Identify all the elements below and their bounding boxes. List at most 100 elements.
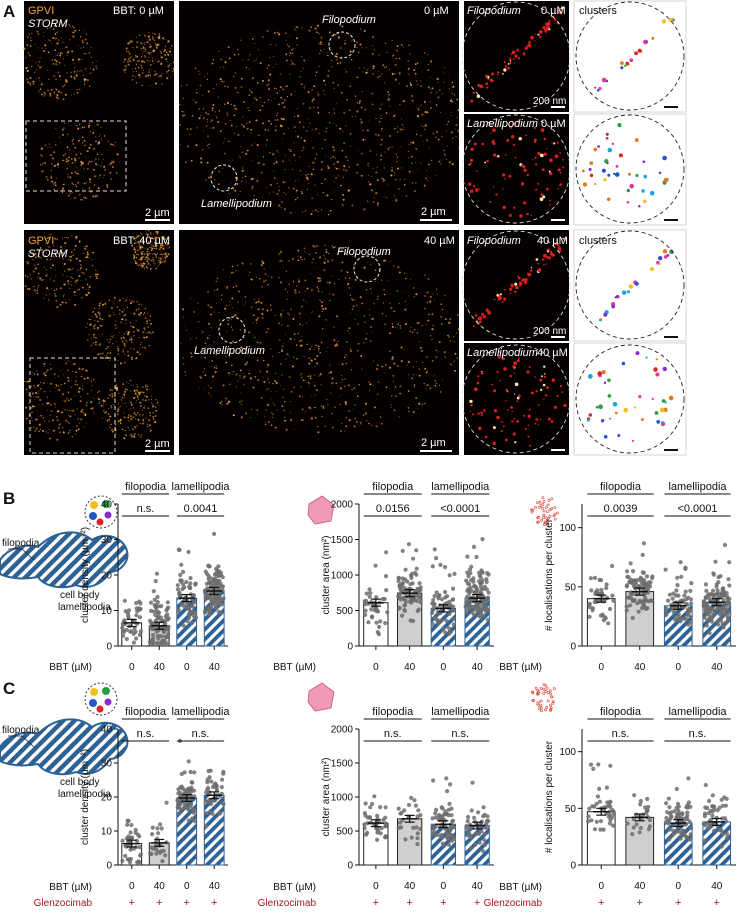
localisation-dot [135, 63, 138, 65]
localisation-dot [55, 275, 57, 277]
localisation-dot [67, 174, 69, 176]
localisation-dot [135, 235, 137, 237]
localisation-dot [117, 420, 120, 423]
localisation-dot [424, 367, 427, 370]
localisation-dot [327, 404, 329, 406]
localisation-dot [358, 150, 360, 152]
localisation-dot [253, 298, 256, 300]
localisation-dot [62, 258, 65, 260]
panel-letter-c: C [3, 679, 15, 698]
localisation-dot [336, 58, 338, 60]
localisation-dot [93, 307, 96, 309]
data-point [711, 608, 716, 613]
localisation-dot [241, 77, 243, 80]
localisation-dot [143, 34, 147, 37]
localisation-dot [33, 426, 35, 428]
localisation-dot [369, 390, 371, 392]
localisation-dot [64, 79, 68, 82]
localisation-dot [52, 62, 54, 64]
localisation-dot [449, 363, 451, 365]
localisation-dot [62, 236, 63, 238]
data-point [595, 588, 600, 593]
data-point [707, 630, 712, 636]
localisation-dot [280, 259, 283, 262]
localisation-dot [54, 294, 57, 298]
localisation-dot [348, 166, 350, 168]
localisation-dot [321, 416, 323, 418]
localisation-dot [551, 254, 554, 257]
localisation-dot [98, 307, 101, 310]
localisation-dot [230, 182, 232, 184]
localisation-dot [64, 419, 67, 422]
localisation-dot [107, 397, 109, 400]
localisation-dot [395, 199, 398, 202]
localisation-dot [148, 264, 150, 266]
localisation-dot [151, 332, 153, 335]
localisation-dot [403, 183, 406, 186]
localisation-dot [512, 364, 516, 368]
data-point [176, 547, 181, 552]
localisation-dot [53, 183, 55, 185]
data-point [374, 620, 379, 625]
cluster-dot [629, 183, 635, 189]
data-point [397, 605, 402, 611]
localisation-dot [55, 96, 58, 99]
localisation-dot [328, 299, 331, 302]
localisation-dot [450, 363, 453, 366]
localisation-dot [69, 165, 71, 167]
localisation-dot [413, 384, 416, 386]
data-point [451, 604, 456, 609]
localisation-dot [92, 325, 95, 328]
localisation-dot [420, 85, 422, 88]
localisation-dot [80, 36, 82, 38]
localisation-dot [246, 363, 248, 365]
localisation-dot [96, 60, 98, 62]
localisation-dot [136, 425, 138, 427]
localisation-dot [85, 256, 88, 259]
localisation-dot [343, 356, 346, 359]
localisation-dot [65, 192, 67, 194]
localisation-dot [354, 95, 357, 97]
localisation-dot [534, 33, 536, 35]
localisation-dot [534, 376, 536, 378]
localisation-dot [268, 57, 271, 59]
localisation-dot [396, 365, 399, 367]
localisation-dot [91, 195, 94, 198]
localisation-dot [67, 360, 69, 362]
panel-letter-b: B [3, 489, 15, 508]
y-tick-label: 0 [106, 861, 112, 872]
localisation-dot [347, 189, 350, 192]
localisation-dot [63, 399, 65, 401]
localisation-dot [429, 163, 431, 165]
localisation-dot [155, 399, 157, 401]
localisation-dot [63, 237, 65, 239]
localisation-dot [67, 375, 69, 377]
localisation-dot [373, 303, 375, 305]
localisation-dot [554, 242, 558, 246]
localisation-dot [96, 320, 99, 323]
localisation-dot [369, 340, 372, 342]
localisation-dot [84, 246, 86, 248]
cluster-map-lamellipodium-top [573, 113, 687, 226]
data-point [416, 592, 421, 597]
localisation-dot [26, 275, 29, 278]
data-point [686, 607, 691, 612]
localisation-dot [45, 371, 48, 373]
localisation-dot [78, 157, 80, 159]
localisation-dot [349, 349, 353, 352]
localisation-dot [206, 118, 208, 120]
localisation-dot [117, 347, 119, 350]
localisation-dot [424, 52, 426, 54]
localisation-icon-dot [553, 517, 557, 521]
localisation-dot [512, 143, 516, 147]
localisation-dot [267, 87, 270, 90]
localisation-dot [305, 290, 307, 292]
localisation-dot [189, 128, 192, 130]
localisation-dot [285, 270, 288, 272]
localisation-dot [130, 385, 132, 386]
localisation-dot [354, 318, 356, 320]
localisation-dot [309, 122, 311, 125]
localisation-dot [149, 268, 152, 270]
localisation-dot [50, 88, 53, 91]
localisation-dot [142, 346, 144, 349]
